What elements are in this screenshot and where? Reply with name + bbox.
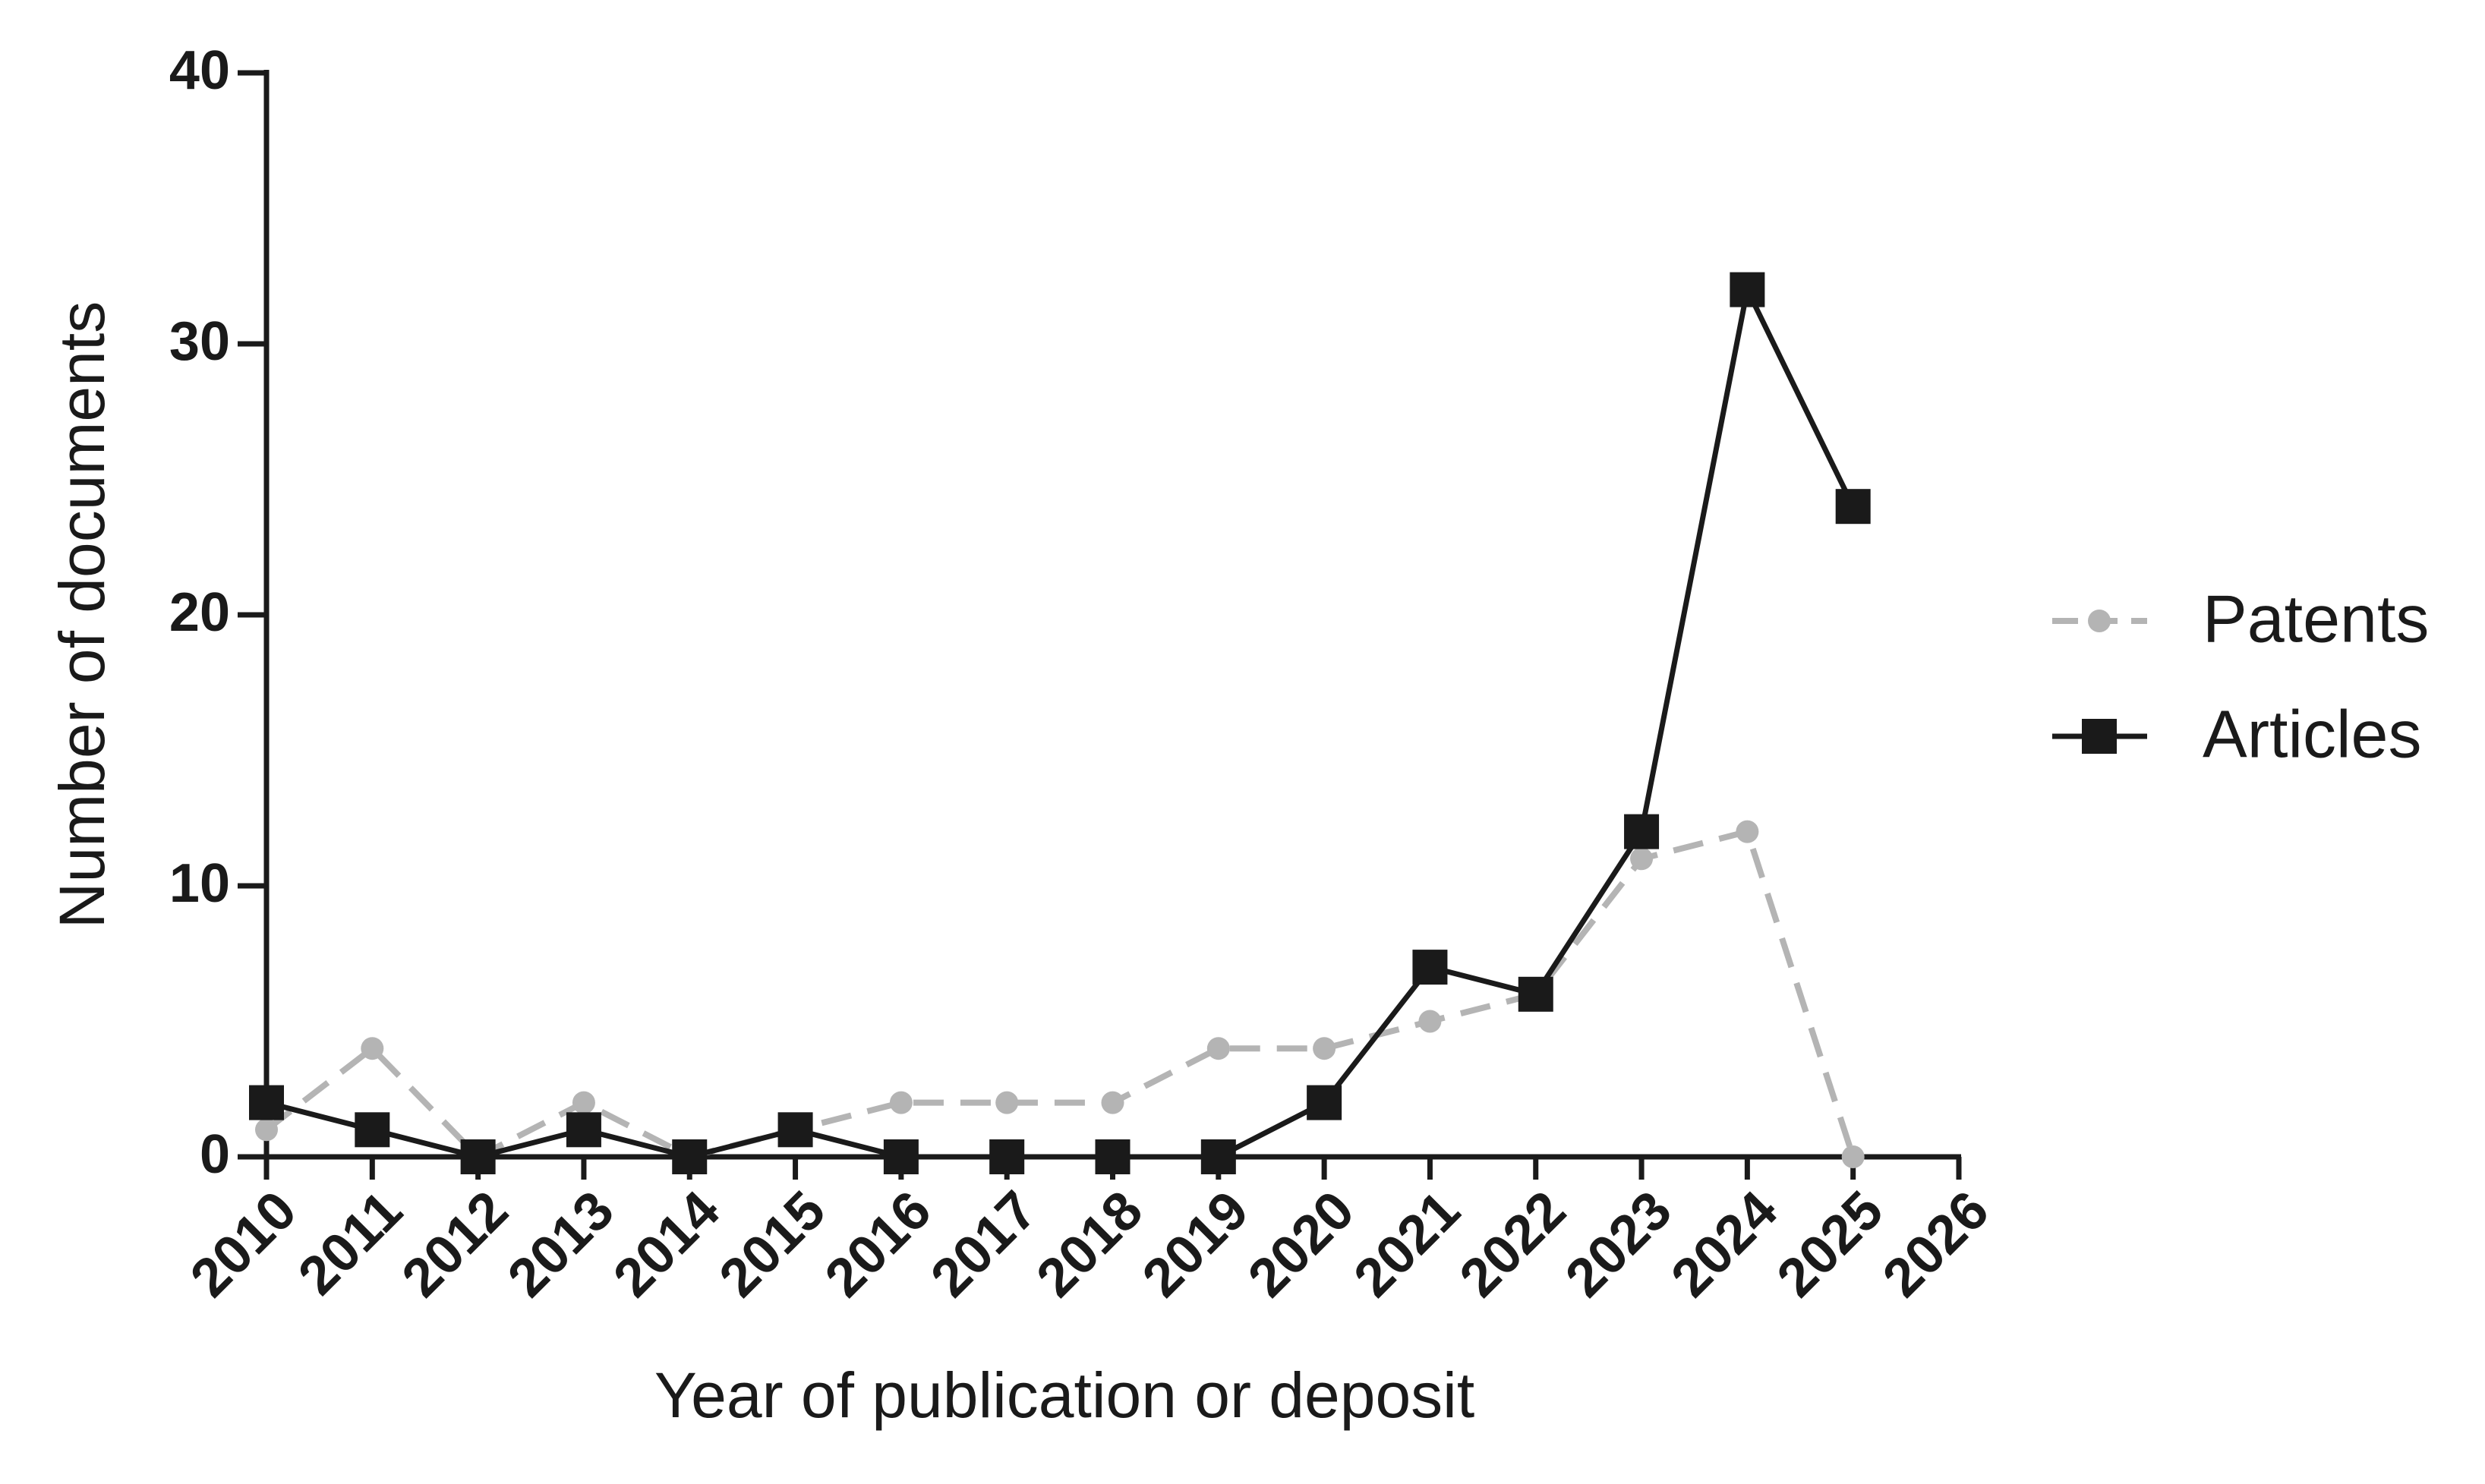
y-tick-label: 30: [169, 311, 230, 372]
data-point: [1307, 1085, 1342, 1120]
x-tick-label: 2014: [602, 1180, 731, 1309]
x-tick-label: 2026: [1872, 1180, 2001, 1309]
data-point: [255, 1118, 278, 1142]
data-point: [1200, 1139, 1236, 1174]
data-point: [672, 1139, 708, 1174]
x-tick-label: 2020: [1237, 1180, 1366, 1309]
data-point: [1412, 950, 1448, 985]
data-point: [572, 1091, 595, 1114]
data-point: [1630, 847, 1654, 871]
x-tick-label: 2025: [1766, 1180, 1895, 1309]
data-point: [460, 1139, 496, 1174]
data-point: [361, 1037, 384, 1060]
data-point: [355, 1112, 390, 1148]
data-point: [777, 1112, 813, 1148]
data-point: [1624, 814, 1660, 849]
series-line: [266, 287, 1856, 1160]
legend-label: Patents: [2203, 581, 2429, 656]
x-tick-label: 2024: [1660, 1180, 1789, 1309]
legend-label: Articles: [2203, 696, 2422, 771]
data-point: [1835, 489, 1871, 525]
x-tick-label: 2021: [1342, 1180, 1471, 1309]
y-tick-label: 40: [169, 40, 230, 101]
x-tick-label: 2019: [1131, 1180, 1260, 1309]
x-tick-label: 2012: [391, 1180, 520, 1309]
data-point: [883, 1139, 919, 1174]
y-tick-label: 20: [169, 582, 230, 643]
data-point: [989, 1139, 1025, 1174]
series-line: [264, 828, 1856, 1160]
x-tick-label: 2016: [814, 1180, 943, 1309]
data-point: [1736, 820, 1759, 843]
x-tick-label: 2023: [1554, 1180, 1683, 1309]
y-tick-label: 10: [169, 853, 230, 914]
x-axis-title: Year of publication or deposit: [654, 1360, 1474, 1431]
data-point: [566, 1112, 601, 1148]
x-tick-label: 2022: [1449, 1180, 1578, 1309]
data-point: [249, 1085, 284, 1120]
data-point: [1313, 1037, 1336, 1060]
data-point: [889, 1091, 913, 1114]
data-point: [1518, 976, 1553, 1012]
x-tick-label: 2017: [919, 1180, 1049, 1309]
x-tick-label: 2013: [497, 1180, 626, 1309]
y-axis-title: Number of documents: [46, 301, 118, 928]
data-point: [1730, 272, 1765, 307]
data-point: [1841, 1145, 1865, 1168]
legend-marker: [2082, 719, 2117, 754]
legend-marker: [2088, 610, 2111, 632]
data-point: [1101, 1091, 1124, 1114]
x-tick-label: 2011: [287, 1180, 414, 1306]
x-tick-label: 2015: [708, 1180, 837, 1309]
data-point: [1418, 1010, 1442, 1033]
y-tick-label: 0: [200, 1124, 230, 1185]
data-point: [1206, 1037, 1230, 1060]
data-point: [1095, 1139, 1131, 1174]
data-point: [995, 1091, 1019, 1114]
x-tick-label: 2010: [179, 1180, 308, 1309]
x-tick-label: 2018: [1025, 1180, 1154, 1309]
